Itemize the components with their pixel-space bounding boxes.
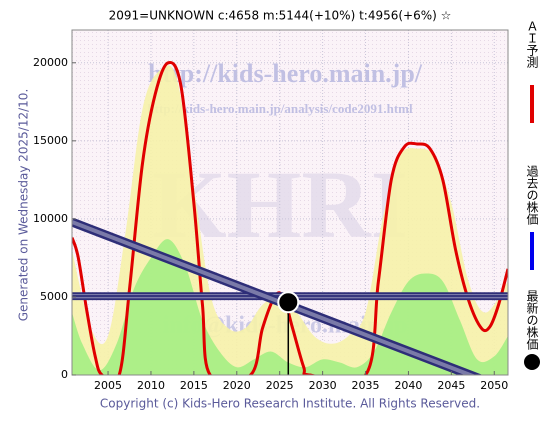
y-tick-label: 10000: [33, 212, 68, 225]
y-tick-label: 20000: [33, 56, 68, 69]
x-tick-label: 2025: [266, 379, 294, 392]
side-label: Generated on Wednesday 2025/12/10.: [17, 89, 31, 322]
price-band: [72, 220, 476, 375]
x-tick-label: 2035: [352, 379, 380, 392]
x-tick-label: 2045: [437, 379, 465, 392]
plot-frame: [71, 29, 509, 376]
latest-point: [277, 291, 300, 314]
y-tick-label: 0: [61, 368, 68, 381]
footer: Copyright (c) Kids-Hero Research Institu…: [100, 397, 480, 411]
legend-label: 過去の株価: [525, 165, 539, 225]
legend-label: ＡＩ予測: [525, 20, 539, 69]
x-tick-label: 2015: [180, 379, 208, 392]
legend-marker: [524, 354, 540, 370]
x-tick-label: 2010: [137, 379, 165, 392]
x-tick-label: 2005: [94, 379, 122, 392]
legend-label: 最新の株価: [525, 290, 539, 350]
chart-title: 2091=UNKNOWN c:4658 m:5144(+10%) t:4956(…: [109, 9, 452, 23]
area: [72, 239, 508, 375]
x-tick-label: 2050: [480, 379, 508, 392]
y-tick-label: 15000: [33, 134, 68, 147]
x-tick-label: 2030: [309, 379, 337, 392]
x-tick-label: 2020: [223, 379, 251, 392]
y-tick-label: 5000: [40, 290, 68, 303]
plot-area: http://kids-hero.main.jp/http://kids-her…: [72, 30, 508, 375]
watermark: http://kids-hero.main.jp/: [148, 59, 423, 88]
x-tick-label: 2040: [394, 379, 422, 392]
